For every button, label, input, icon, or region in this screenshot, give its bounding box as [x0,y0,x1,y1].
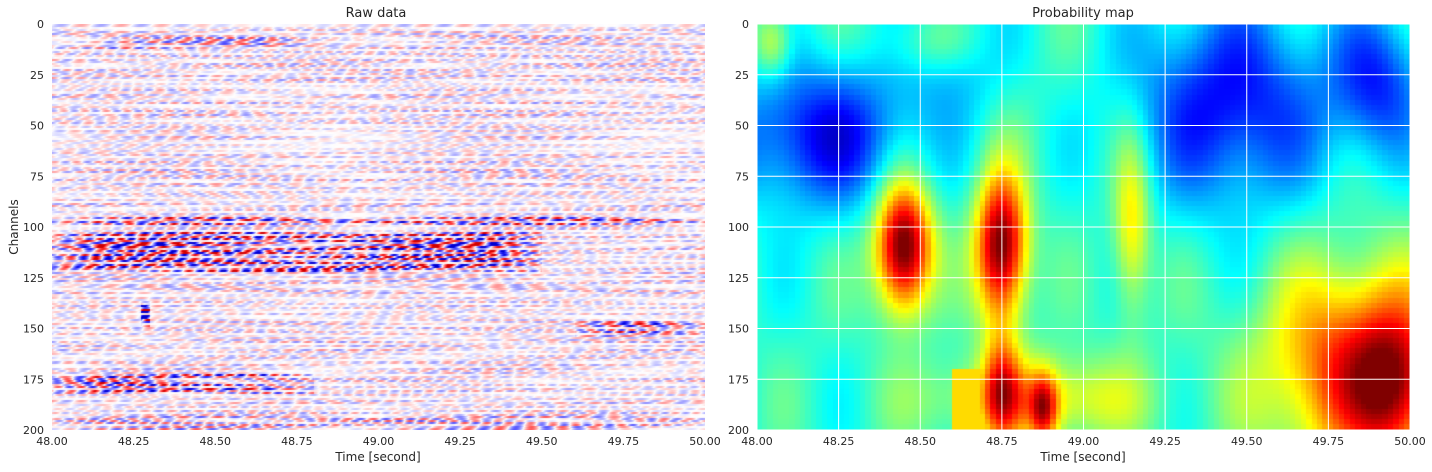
x-tick-label: 48.25 [118,435,150,448]
x-tick-label: 48.00 [36,435,68,448]
x-tick-label: 48.75 [986,435,1018,448]
y-tick-label: 200 [728,424,749,437]
x-tick-label: 49.00 [363,435,395,448]
y-tick-label: 125 [23,272,44,285]
chart-title: Raw data [346,6,407,21]
y-tick-label: 50 [735,120,749,133]
x-tick-label: 49.25 [1149,435,1181,448]
y-tick-label: 125 [728,272,749,285]
x-tick-label: 50.00 [689,435,721,448]
y-tick-label: 100 [23,221,44,234]
y-tick-label: 150 [728,323,749,336]
x-axis-label: Time [second] [1039,450,1125,464]
x-tick-label: 49.00 [1068,435,1100,448]
x-tick-label: 49.75 [1313,435,1345,448]
y-tick-label: 175 [728,373,749,386]
y-axis-label: Channels [7,199,21,255]
y-tick-label: 150 [23,323,44,336]
y-tick-label: 175 [23,373,44,386]
y-tick-label: 25 [30,69,44,82]
chart-title: Probability map [1032,6,1134,21]
x-tick-label: 49.50 [1231,435,1263,448]
x-axis-label: Time [second] [334,450,420,464]
y-tick-label: 75 [735,170,749,183]
x-tick-label: 48.00 [741,435,773,448]
x-tick-label: 49.75 [608,435,640,448]
x-tick-label: 48.25 [823,435,855,448]
y-tick-label: 0 [742,18,749,31]
x-tick-label: 49.25 [444,435,476,448]
x-tick-label: 50.00 [1394,435,1426,448]
x-tick-labels: 48.00 48.25 48.50 48.75 49.00 49.25 49.50 49.75… [36,435,721,448]
y-tick-label: 200 [23,424,44,437]
raw-data-heatmap [52,24,705,430]
y-tick-label: 0 [37,18,44,31]
raw-data-heatmap-container [52,24,705,430]
y-tick-labels: 0 25 50 75 100 125 150 175 200 [23,18,44,437]
y-tick-label: 25 [735,69,749,82]
x-tick-label: 48.75 [281,435,313,448]
x-tick-label: 48.50 [905,435,937,448]
y-tick-label: 100 [728,221,749,234]
probability-map-panel: Probability map 0 25 50 75 100 125 150 175 200 4… [728,6,1426,464]
x-tick-label: 48.50 [200,435,232,448]
x-tick-label: 49.50 [526,435,558,448]
y-tick-label: 75 [30,170,44,183]
y-tick-labels: 0 25 50 75 100 125 150 175 200 [728,18,749,437]
y-tick-label: 50 [30,120,44,133]
grid-lines [756,23,1411,431]
x-tick-labels: 48.00 48.25 48.50 48.75 49.00 49.25 49.50 49.75… [741,435,1426,448]
